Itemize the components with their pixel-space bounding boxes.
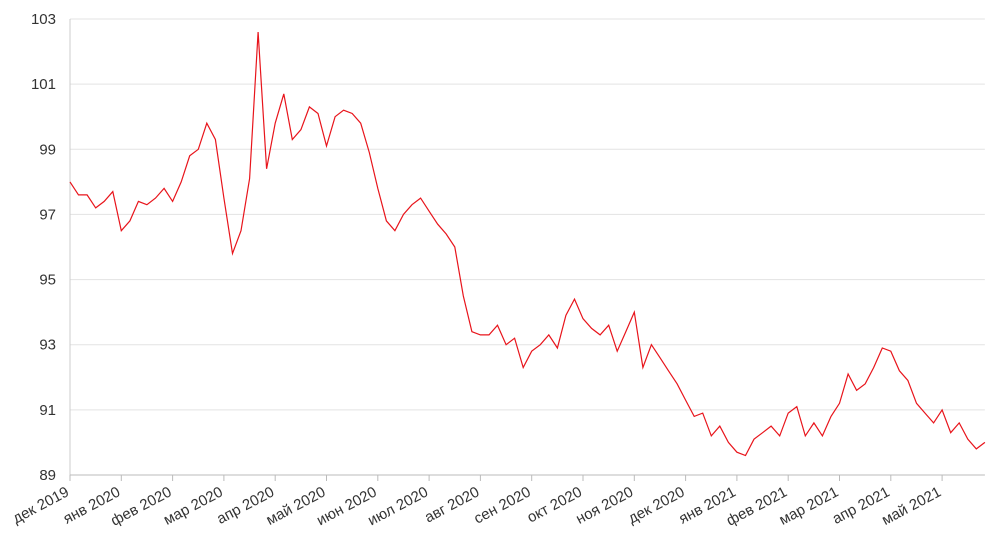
x-tick-label: ноя 2020 bbox=[573, 484, 636, 528]
x-tick-label: мар 2021 bbox=[776, 484, 841, 529]
y-tick-label: 97 bbox=[39, 206, 56, 223]
x-tick-label: авг 2020 bbox=[422, 484, 482, 527]
y-tick-label: 99 bbox=[39, 141, 56, 158]
x-tick-label: окт 2020 bbox=[524, 484, 585, 527]
y-tick-label: 95 bbox=[39, 272, 56, 289]
x-tick-label: сен 2020 bbox=[471, 484, 533, 528]
x-tick-label: мар 2020 bbox=[161, 484, 226, 529]
y-tick-label: 91 bbox=[39, 402, 56, 419]
y-tick-label: 103 bbox=[31, 11, 56, 28]
y-tick-label: 89 bbox=[39, 467, 56, 484]
y-tick-label: 101 bbox=[31, 76, 56, 93]
x-tick-label: май 2021 bbox=[879, 484, 944, 529]
data-line bbox=[69, 31, 986, 457]
x-tick-label: дек 2020 bbox=[625, 484, 687, 528]
y-tick-label: 93 bbox=[39, 337, 56, 354]
x-tick-label: дек 2019 bbox=[10, 484, 72, 528]
